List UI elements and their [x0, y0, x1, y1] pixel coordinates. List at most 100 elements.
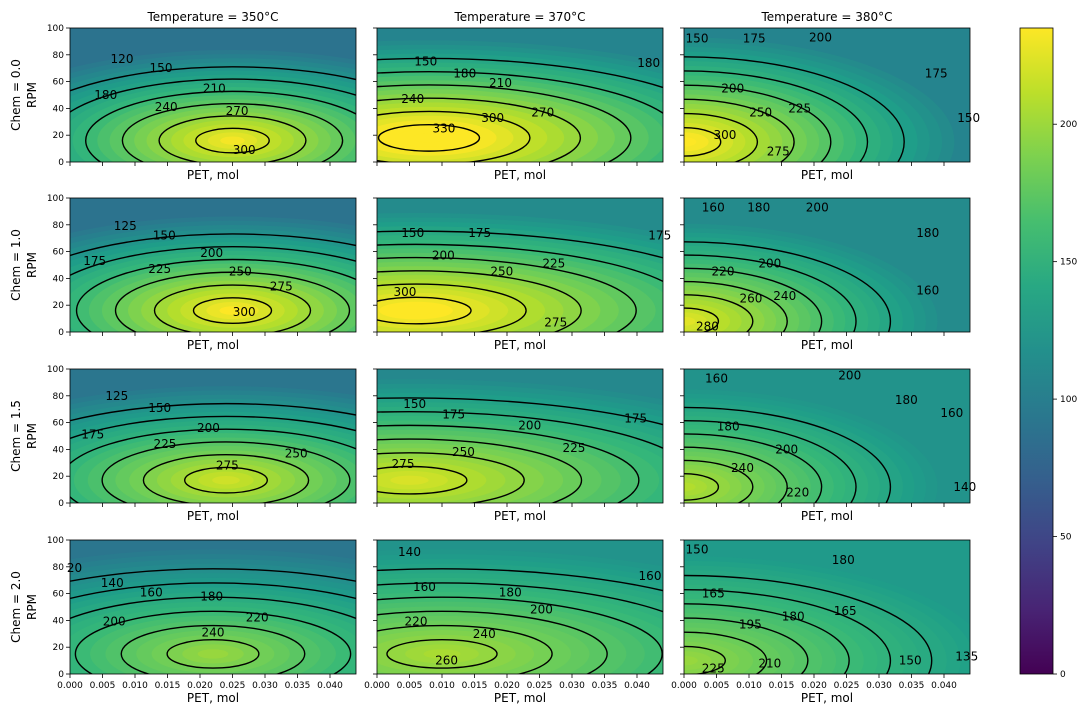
x-axis-label: PET, mol — [187, 338, 239, 352]
contour-line — [377, 230, 663, 259]
x-tick-label: 0.025 — [220, 681, 246, 691]
contour-line — [158, 115, 307, 162]
contour-label: 180 — [637, 56, 660, 70]
contour-line — [684, 603, 850, 674]
y-tick-label: 20 — [53, 643, 65, 653]
contour-label: 225 — [562, 441, 585, 455]
x-tick-label: 0.040 — [317, 681, 343, 691]
contour-label: 160 — [705, 371, 728, 385]
contour-label: 250 — [749, 105, 772, 119]
y-tick-label: 100 — [47, 194, 64, 204]
contour-line — [684, 588, 892, 674]
contour-line — [377, 596, 663, 674]
panel-r3c2: 150 180 165 165 180 195 225 210 150 135 0.000 0.005… — [671, 539, 978, 705]
y-tick-label: 40 — [53, 616, 65, 626]
contour-label: 210 — [489, 76, 512, 90]
contour-label: 150 — [403, 397, 426, 411]
panel-contours — [70, 402, 356, 503]
x-tick-label: 0.035 — [899, 681, 925, 691]
y-tick-label: 40 — [53, 445, 65, 455]
panel-r2c2: 160 200 180 160 180 200 240 220 140 PET, mol — [680, 368, 976, 523]
contour-label: 210 — [203, 81, 226, 95]
x-tick-label: 0.005 — [397, 681, 423, 691]
y-tick-label: 100 — [47, 536, 64, 546]
y-tick-label: 60 — [53, 78, 65, 88]
contour-line — [684, 98, 795, 162]
colorbar-tick-label: 50 — [1060, 533, 1072, 543]
contour-label: 125 — [114, 219, 137, 233]
contour-label: 180 — [916, 226, 939, 240]
contour-line — [684, 70, 869, 162]
contour-line — [377, 410, 663, 450]
contour-label: 165 — [834, 604, 857, 618]
surface-band — [684, 316, 696, 326]
panel-contours — [377, 57, 663, 162]
panel-frame — [69, 27, 357, 163]
panel-r3c1: 140 160 180 200 220 240 260 160 0.000 0.005 0.010 0… — [364, 539, 664, 705]
contour-label: 180 — [453, 67, 476, 81]
contour-line — [377, 110, 531, 162]
panel-frame — [683, 27, 971, 163]
contour-label: 250 — [490, 265, 513, 279]
contour-label: 330 — [432, 122, 455, 136]
panel-frame — [376, 539, 664, 675]
panel-frame — [683, 197, 971, 333]
contour-label: 200 — [809, 30, 832, 44]
panel-frame — [376, 27, 664, 163]
contour-label: 275 — [270, 279, 293, 293]
contour-label: 20 — [67, 561, 82, 575]
panel-r2c0: 125 150 175 200 225 250 275 0 20 40 60 80 100 PET, mo… — [9, 365, 357, 523]
colorbar-bar — [1019, 27, 1054, 675]
contour-label: 175 — [925, 67, 948, 81]
contour-label: 160 — [916, 283, 939, 297]
contour-label: 300 — [481, 111, 504, 125]
column-title: Temperature = 380°C — [761, 10, 893, 24]
contour-label: 250 — [229, 265, 252, 279]
contour-label: 165 — [702, 587, 725, 601]
contour-label: 220 — [712, 265, 735, 279]
y-tick-label: 80 — [53, 51, 65, 61]
contour-label: 180 — [782, 609, 805, 623]
panel-frame — [376, 197, 664, 333]
contour-line — [377, 71, 663, 162]
contour-label: 200 — [103, 615, 126, 629]
colorbar-tick-label: 0 — [1060, 670, 1066, 680]
y-axis-label: RPM — [25, 82, 39, 108]
contour-label: 240 — [401, 92, 424, 106]
surface-band — [220, 136, 245, 145]
contour-line — [70, 428, 356, 503]
x-tick-label: 0.040 — [624, 681, 650, 691]
y-axis-label: RPM — [25, 423, 39, 449]
contour-line — [101, 441, 351, 503]
contour-line — [377, 624, 553, 674]
y-tick-label: 20 — [53, 472, 65, 482]
x-tick-label: 0.015 — [155, 681, 181, 691]
contour-label: 180 — [499, 585, 522, 599]
column-title: Temperature = 350°C — [147, 10, 279, 24]
contour-label: 300 — [233, 305, 256, 319]
contour-label: 200 — [758, 257, 781, 271]
x-tick-label: 0.000 — [671, 681, 697, 691]
panel-frame — [376, 368, 664, 504]
contour-line — [377, 123, 481, 152]
y-tick-label: 0 — [58, 499, 64, 509]
contour-label: 140 — [398, 545, 421, 559]
y-tick-label: 0 — [58, 670, 64, 680]
contour-label: 180 — [747, 200, 770, 214]
panel-surface — [377, 369, 663, 503]
contour-label: 240 — [473, 627, 496, 641]
panel-r1c0: 125 150 175 200 225 250 275 300 0 20 40 60 80 100 PET,… — [9, 194, 357, 352]
x-axis-label: PET, mol — [494, 168, 546, 182]
colorbar-tick-label: 100 — [1060, 395, 1077, 405]
column-title: Temperature = 370°C — [454, 10, 586, 24]
contour-label: 160 — [413, 580, 436, 594]
contour-label: 175 — [648, 229, 671, 243]
x-tick-label: 0.020 — [187, 681, 213, 691]
surface-band — [197, 649, 229, 659]
contour-label: 175 — [83, 254, 106, 268]
contour-label: 250 — [285, 446, 308, 460]
y-tick-label: 80 — [53, 392, 65, 402]
contour-line — [377, 270, 582, 332]
